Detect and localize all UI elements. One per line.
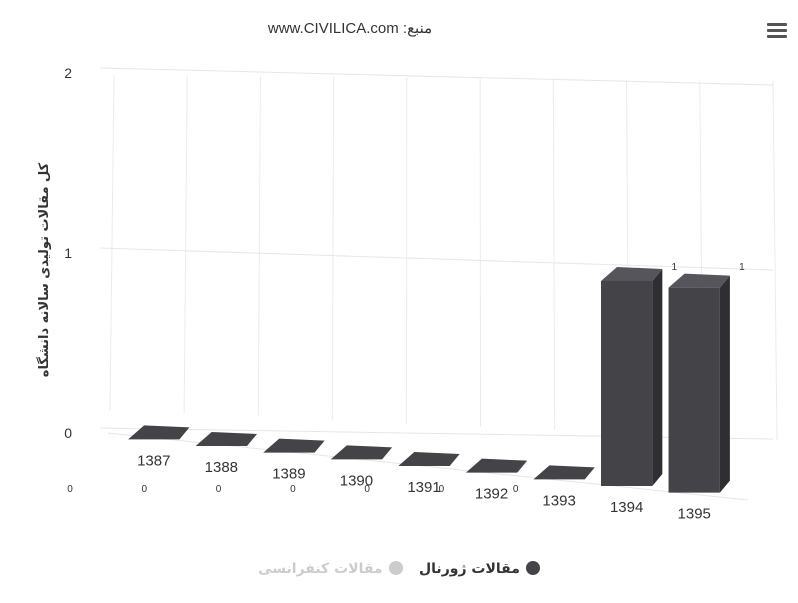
bar-top: [668, 273, 730, 288]
x-tick-label: 1393: [542, 492, 575, 509]
data-label: 0: [142, 484, 148, 495]
gridline-v: [772, 80, 778, 441]
bar-top: [465, 458, 528, 473]
data-label: 0: [364, 484, 370, 495]
legend-dot-journal: [525, 561, 540, 575]
data-label: 0: [290, 484, 296, 495]
legend-dot-conference: [388, 561, 403, 575]
legend-item-journal[interactable]: مقالات ژورنال: [419, 561, 540, 577]
legend: مقالات ژورنال مقالات کنفرانسی: [0, 561, 798, 577]
gridline-v: [109, 74, 115, 411]
y-tick-label: 2: [64, 65, 72, 81]
data-label: 0: [513, 484, 519, 495]
gridline-v: [183, 75, 188, 414]
data-label: 1: [672, 262, 678, 273]
y-tick-label: 1: [64, 245, 72, 261]
data-label: 1: [739, 262, 745, 273]
gridline-h: [99, 67, 774, 86]
bar-top: [263, 438, 325, 453]
gridline-h: [99, 247, 774, 271]
hamburger-menu-icon[interactable]: [764, 18, 790, 44]
bar-front: [600, 281, 653, 486]
legend-item-conference[interactable]: مقالات کنفرانسی: [258, 561, 403, 577]
data-label: 0: [216, 484, 222, 495]
x-tick-label: 1394: [610, 499, 643, 516]
x-tick-label: 1391: [407, 479, 440, 496]
bars: [128, 267, 730, 493]
gridline-v: [552, 78, 556, 431]
bar-side: [652, 269, 663, 486]
bar-front: [668, 287, 720, 493]
legend-label-journal: مقالات ژورنال: [419, 561, 520, 577]
x-tick-label: 1392: [475, 486, 508, 503]
bar-top: [600, 267, 663, 281]
legend-label-conference: مقالات کنفرانسی: [258, 561, 383, 577]
x-tick-label: 1389: [272, 466, 305, 483]
data-label: 0: [439, 484, 445, 495]
bar-top: [195, 432, 258, 446]
y-axis-title: کل مقالات تولیدی سالانه دانشگاه: [36, 162, 52, 377]
x-tick-label: 1388: [205, 459, 238, 476]
x-tick-label: 1395: [678, 506, 711, 523]
bar-top: [128, 425, 190, 440]
gridline-v: [331, 76, 335, 421]
x-tick-label: 1387: [137, 452, 170, 469]
x-tick-label: 1390: [340, 472, 373, 489]
gridline-v: [257, 76, 261, 417]
bar-top: [330, 445, 393, 460]
bar-top: [398, 452, 460, 466]
bar-top: [533, 465, 595, 480]
chart-text: منبع: www.CIVILICA.com کل مقالات تولیدی …: [36, 20, 745, 523]
data-label: 0: [67, 484, 73, 495]
chart-title: منبع: www.CIVILICA.com: [267, 20, 432, 37]
y-tick-label: 0: [64, 425, 72, 441]
bar-side: [719, 275, 730, 493]
grid-lines: [99, 67, 778, 501]
